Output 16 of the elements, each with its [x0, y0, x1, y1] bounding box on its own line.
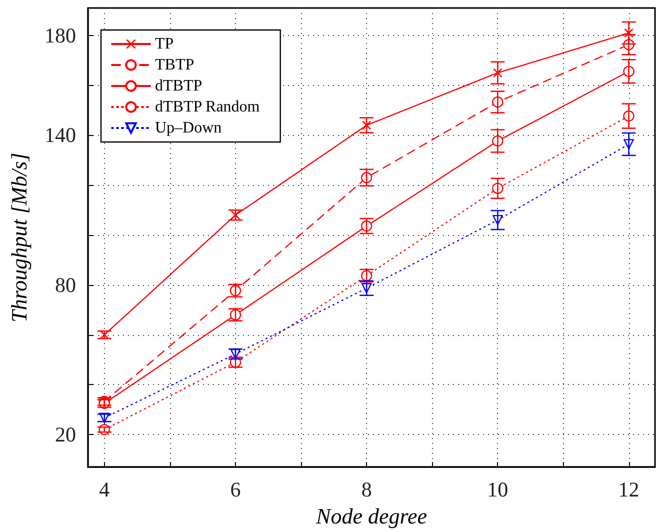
y-tick-label: 80	[55, 272, 76, 297]
legend-label: dTBTP	[155, 78, 202, 94]
x-tick-label: 10	[487, 478, 508, 502]
x-tick-label: 12	[618, 478, 640, 502]
legend-label: TBTP	[155, 56, 194, 74]
x-axis-title: Node degree	[315, 504, 428, 528]
x-tick-label: 4	[99, 478, 110, 502]
legend-label: TP	[155, 36, 174, 52]
legend-label: Up–Down	[155, 120, 222, 136]
y-tick-label: 140	[44, 123, 76, 148]
x-tick-label: 6	[230, 478, 241, 502]
y-tick-label: 20	[55, 422, 76, 447]
y-tick-label: 180	[44, 23, 76, 48]
y-axis-title: Throughput [Mb/s]	[6, 152, 32, 322]
x-tick-label: 8	[361, 478, 372, 502]
legend-label: dTBTP Random	[155, 98, 260, 116]
